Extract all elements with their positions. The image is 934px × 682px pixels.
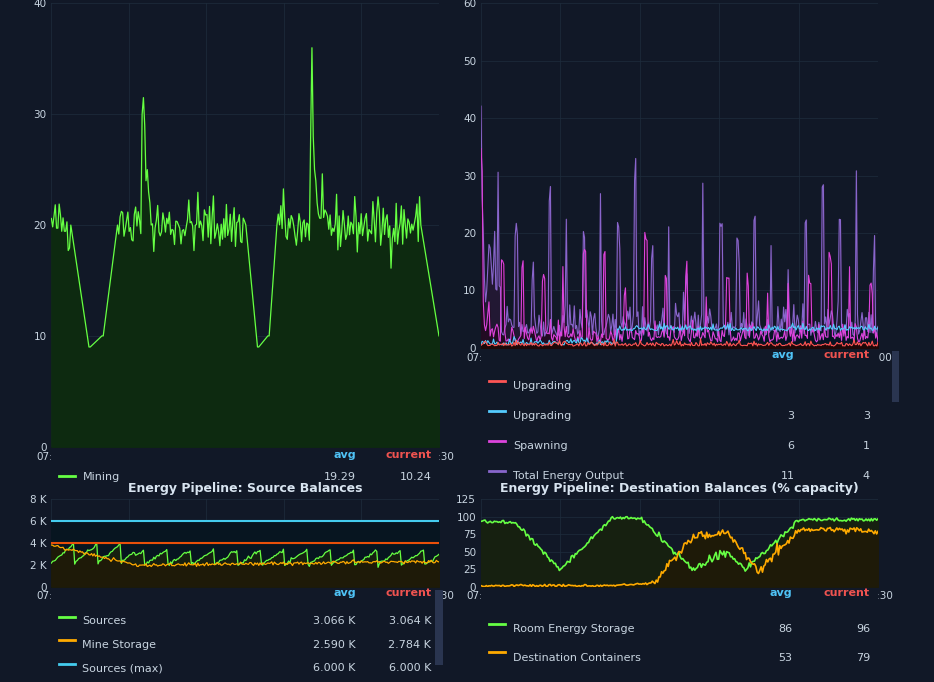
Text: Mine Storage: Mine Storage — [82, 640, 156, 649]
Text: 3.066 K: 3.066 K — [313, 616, 356, 625]
Title: Energy Pipeline: Source Balances: Energy Pipeline: Source Balances — [128, 482, 362, 495]
Text: Total Energy Output: Total Energy Output — [513, 471, 624, 481]
Text: Spawning: Spawning — [513, 441, 567, 451]
Text: 3.064 K: 3.064 K — [389, 616, 432, 625]
Text: current: current — [824, 588, 870, 598]
Text: 3: 3 — [863, 411, 870, 421]
Text: 4: 4 — [863, 471, 870, 481]
Text: Sources: Sources — [82, 616, 126, 625]
Text: Destination Containers: Destination Containers — [513, 653, 641, 663]
Text: 53: 53 — [779, 653, 793, 663]
Text: 2.784 K: 2.784 K — [389, 640, 432, 649]
Text: 2.590 K: 2.590 K — [313, 640, 356, 649]
Text: avg: avg — [772, 350, 795, 360]
Text: Mining: Mining — [82, 472, 120, 482]
Text: avg: avg — [333, 450, 356, 460]
Text: 19.29: 19.29 — [324, 472, 356, 482]
Text: Upgrading: Upgrading — [513, 381, 571, 391]
Text: 11: 11 — [781, 471, 795, 481]
Text: 6.000 K: 6.000 K — [389, 664, 432, 674]
Text: 6.000 K: 6.000 K — [313, 664, 356, 674]
Title: Energy Pipeline: Destination Balances (% capacity): Energy Pipeline: Destination Balances (%… — [500, 482, 859, 495]
Text: avg: avg — [333, 588, 356, 598]
Text: Upgrading: Upgrading — [513, 411, 571, 421]
Text: avg: avg — [770, 588, 793, 598]
Text: current: current — [385, 450, 432, 460]
Text: 3: 3 — [787, 411, 795, 421]
Text: 6: 6 — [787, 441, 795, 451]
Text: 96: 96 — [856, 625, 870, 634]
Text: Room Energy Storage: Room Energy Storage — [513, 625, 634, 634]
Text: 79: 79 — [856, 653, 870, 663]
Text: Sources (max): Sources (max) — [82, 664, 163, 674]
Text: 1: 1 — [863, 441, 870, 451]
Text: 10.24: 10.24 — [400, 472, 432, 482]
Text: current: current — [385, 588, 432, 598]
Text: current: current — [824, 350, 870, 360]
Text: 86: 86 — [779, 625, 793, 634]
